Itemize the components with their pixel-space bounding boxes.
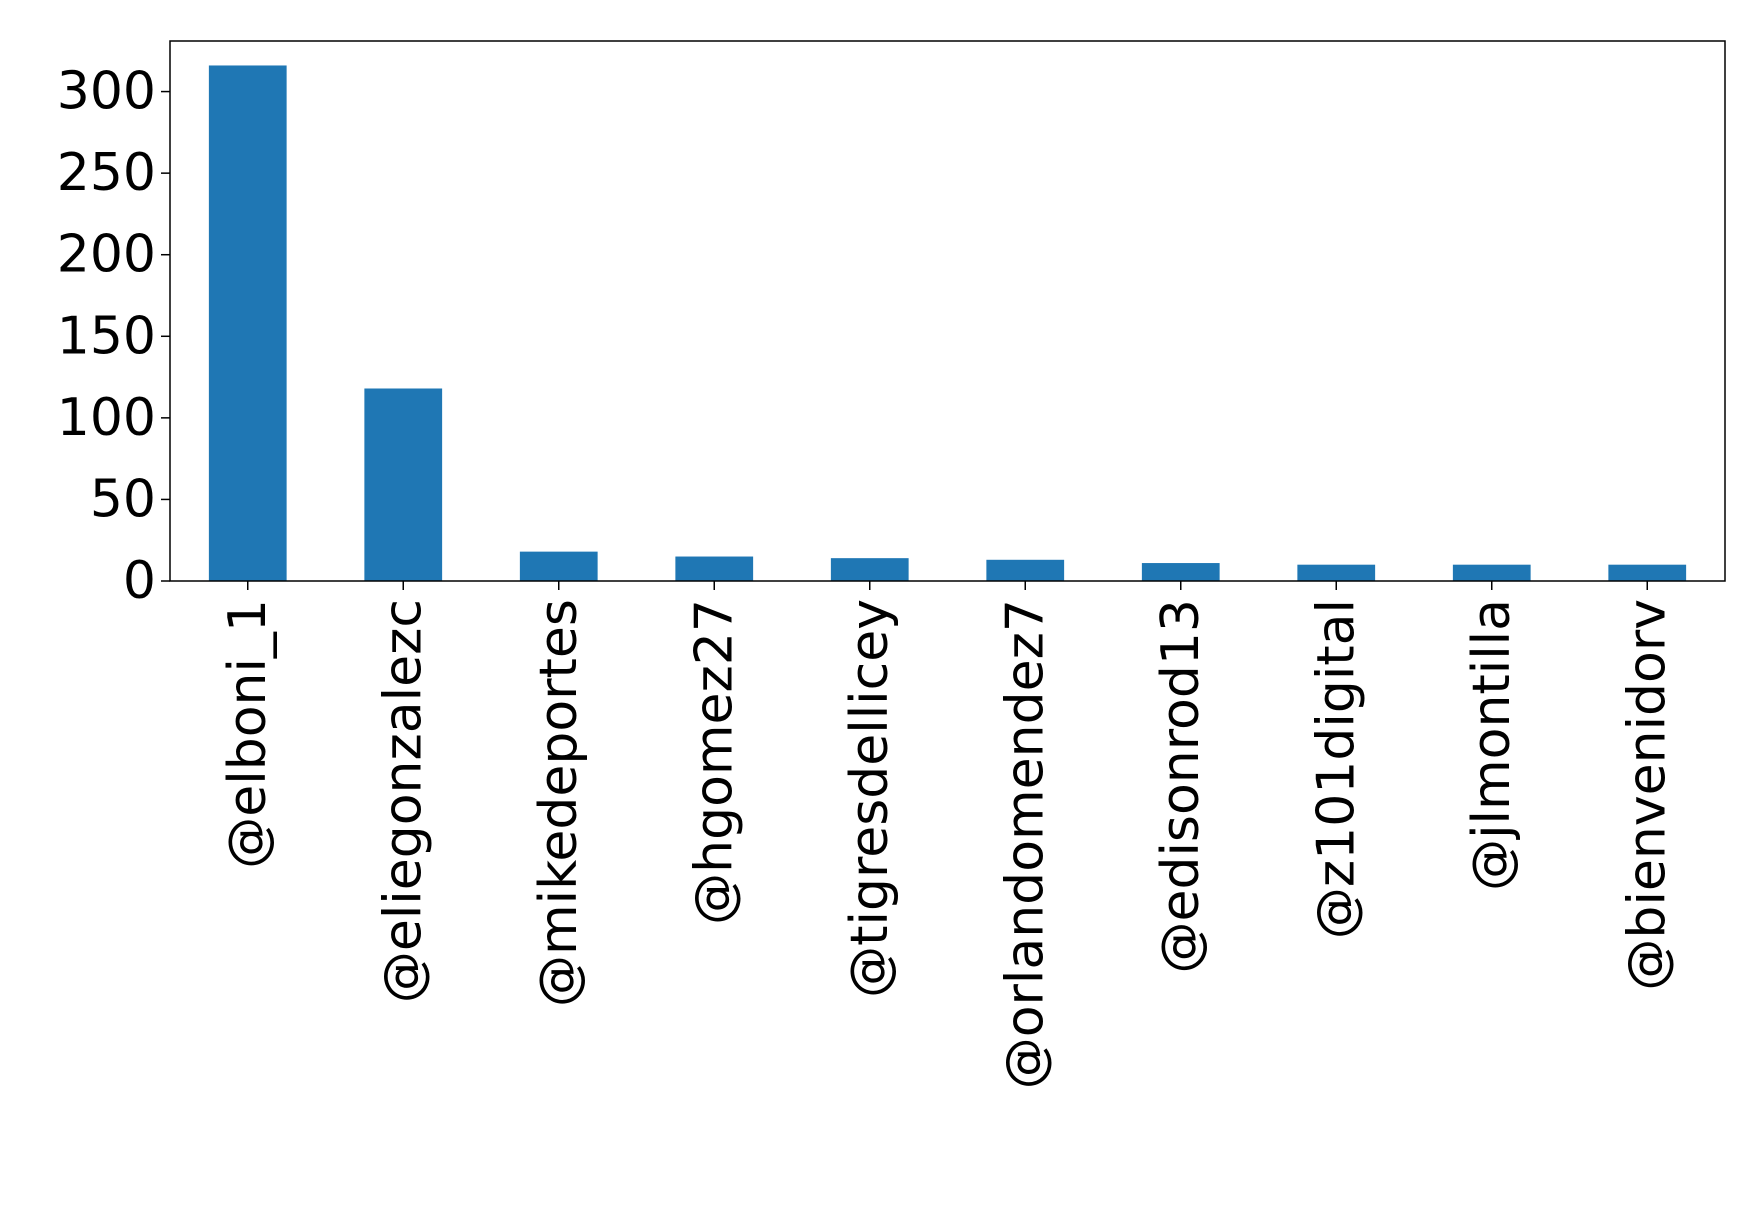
bar-hgomez27: [675, 556, 754, 581]
x-tick-label: @jlmontilla: [1462, 599, 1522, 891]
bar-elboni1: [208, 65, 287, 581]
x-tick-label: @orlandomendez7: [995, 599, 1055, 1089]
bars-group: [208, 65, 1687, 581]
bar-tigresdellicey: [830, 558, 909, 581]
y-axis: 0 50 100 150 200 250 300: [57, 62, 170, 611]
bar-orlandomendez7: [986, 559, 1065, 581]
y-tick-label: 100: [57, 388, 156, 448]
y-tick-label: 250: [57, 143, 156, 203]
x-tick-label: @mikedeportes: [529, 599, 589, 1007]
x-tick-label: @z101digital: [1306, 599, 1366, 939]
y-tick-label: 0: [123, 551, 156, 611]
y-tick-label: 150: [57, 306, 156, 366]
y-tick-label: 50: [90, 469, 156, 529]
y-tick-label: 200: [57, 225, 156, 285]
plot-frame: [169, 40, 1726, 582]
x-tick-label: @tigresdellicey: [840, 599, 900, 998]
bar-jlmontilla: [1452, 564, 1531, 581]
bar-eliegonzalezc: [364, 388, 443, 581]
x-tick-label: @bienvenidorv: [1617, 599, 1677, 991]
x-tick-label: @eliegonzalezc: [373, 599, 433, 1003]
bar-z101digital: [1297, 564, 1376, 581]
x-axis: @elboni_1 @eliegonzalezc @mikedeportes @hgo…: [218, 581, 1677, 1089]
x-tick-label: @edisonrod13: [1151, 599, 1211, 974]
x-tick-label: @elboni_1: [218, 599, 278, 869]
bar-mikedeportes: [519, 551, 598, 581]
bar-bienvenidorv: [1608, 564, 1687, 581]
x-tick-label: @hgomez27: [684, 599, 744, 925]
bar-edisonrod13: [1141, 563, 1220, 581]
y-tick-label: 300: [57, 62, 156, 122]
